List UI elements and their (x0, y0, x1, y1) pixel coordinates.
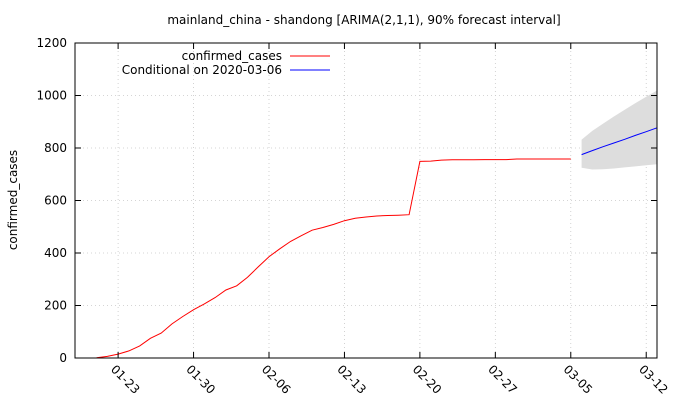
y-tick-label: 200 (44, 299, 67, 313)
y-axis-label: confirmed_cases (6, 150, 20, 250)
forecast-line (581, 127, 658, 156)
chart-title: mainland_china - shandong [ARIMA(2,1,1),… (167, 13, 560, 27)
series-layer (96, 127, 658, 359)
legend-label: confirmed_cases (182, 49, 282, 63)
grid-lines (75, 43, 657, 358)
forecast-interval-band (581, 90, 657, 170)
y-tick-label: 400 (44, 246, 67, 260)
y-tick-label: 0 (59, 351, 67, 365)
confirmed-cases-line (96, 158, 571, 359)
y-tick-label: 1000 (36, 89, 67, 103)
y-tick-label: 1200 (36, 36, 67, 50)
y-tick-label: 600 (44, 194, 67, 208)
forecast-band-layer (581, 90, 657, 170)
legend-label: Conditional on 2020-03-06 (122, 63, 282, 77)
y-tick-label: 800 (44, 141, 67, 155)
